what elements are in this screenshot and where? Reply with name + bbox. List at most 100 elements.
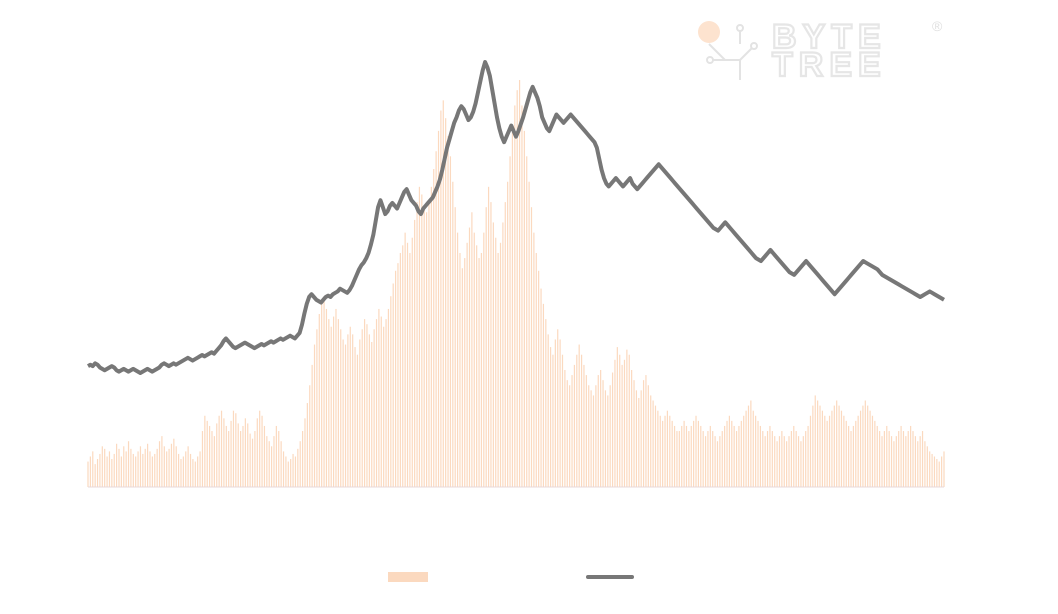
bar-134: [406, 242, 409, 487]
bar-166: [483, 232, 485, 488]
bar-260: [707, 431, 709, 487]
bar-296: [793, 425, 795, 487]
bar-51: [209, 425, 211, 487]
bar-347: [914, 436, 916, 488]
bar-44: [192, 459, 194, 487]
bar-249: [681, 425, 683, 487]
bar-220: [611, 372, 614, 487]
bar-129: [394, 270, 397, 487]
bar-263: [714, 436, 716, 488]
bar-235: [647, 385, 649, 487]
bar-180: [516, 90, 518, 488]
bar-56: [220, 410, 223, 487]
bar-327: [867, 405, 869, 487]
bar-198: [559, 339, 561, 487]
bar-270: [731, 420, 733, 487]
bar-239: [657, 410, 659, 487]
bar-293: [786, 441, 788, 487]
bar-72: [259, 410, 261, 487]
bar-141: [423, 207, 425, 487]
bar-345: [910, 425, 912, 487]
bar-185: [528, 181, 530, 487]
bar-170: [492, 222, 494, 487]
bar-267: [724, 425, 726, 487]
bar-series: [87, 80, 945, 488]
bar-95: [313, 344, 316, 487]
bar-196: [554, 339, 556, 487]
bar-349: [919, 436, 921, 488]
bar-357: [938, 461, 940, 487]
bar-139: [418, 186, 421, 487]
bar-278: [750, 400, 752, 487]
bar-343: [905, 436, 907, 488]
bar-109: [347, 334, 349, 488]
bar-284: [764, 436, 766, 488]
bar-158: [464, 258, 466, 487]
bar-74: [263, 425, 266, 487]
bar-280: [755, 415, 757, 487]
bar-227: [628, 354, 630, 488]
bar-115: [361, 329, 363, 487]
bar-344: [907, 431, 909, 487]
bar-318: [845, 420, 847, 487]
bar-80: [278, 431, 280, 487]
bar-97: [318, 314, 320, 487]
bar-258: [702, 431, 704, 487]
bar-275: [743, 415, 745, 487]
bar-119: [371, 342, 373, 487]
bar-298: [797, 436, 800, 488]
bar-176: [507, 181, 509, 487]
bar-145: [433, 169, 435, 487]
bar-350: [921, 431, 924, 487]
bar-125: [385, 319, 387, 487]
bar-337: [890, 436, 893, 488]
legend: [388, 572, 634, 582]
bar-334: [883, 431, 885, 487]
bar-277: [747, 405, 750, 487]
bar-341: [900, 425, 902, 487]
bar-135: [409, 252, 411, 487]
bar-140: [421, 194, 423, 487]
bar-299: [800, 441, 802, 487]
bar-169: [490, 202, 492, 487]
bar-3: [94, 464, 96, 487]
bar-42: [187, 446, 189, 487]
bar-117: [366, 324, 368, 487]
bar-351: [924, 441, 926, 487]
bar-295: [790, 431, 792, 487]
bar-315: [838, 405, 840, 487]
bar-152: [449, 156, 452, 487]
bar-300: [802, 436, 804, 488]
bar-14: [120, 456, 122, 487]
bar-132: [402, 245, 404, 487]
bar-346: [912, 431, 914, 487]
bar-102: [330, 326, 332, 487]
bar-85: [290, 459, 292, 487]
bar-326: [864, 400, 866, 487]
bar-320: [850, 431, 852, 487]
bar-68: [249, 433, 251, 487]
bar-311: [828, 415, 831, 487]
bar-230: [635, 390, 638, 487]
bar-154: [454, 207, 456, 487]
bar-348: [917, 441, 919, 487]
bar-9: [108, 451, 111, 487]
bar-121: [375, 319, 378, 487]
bar-76: [268, 441, 270, 487]
bar-107: [342, 339, 344, 487]
watermark-line1: BYTE: [772, 18, 887, 56]
bar-45: [194, 461, 196, 487]
bar-213: [595, 385, 597, 487]
bar-156: [459, 252, 461, 487]
bar-217: [604, 390, 607, 487]
bar-301: [805, 431, 807, 487]
bar-123: [380, 316, 382, 487]
bar-245: [671, 420, 673, 487]
bar-242: [664, 415, 666, 487]
bar-354: [931, 453, 933, 487]
bar-105: [337, 319, 339, 487]
bar-17: [127, 441, 130, 487]
bar-31: [161, 436, 163, 488]
bar-184: [526, 156, 528, 487]
bar-57: [223, 418, 225, 487]
